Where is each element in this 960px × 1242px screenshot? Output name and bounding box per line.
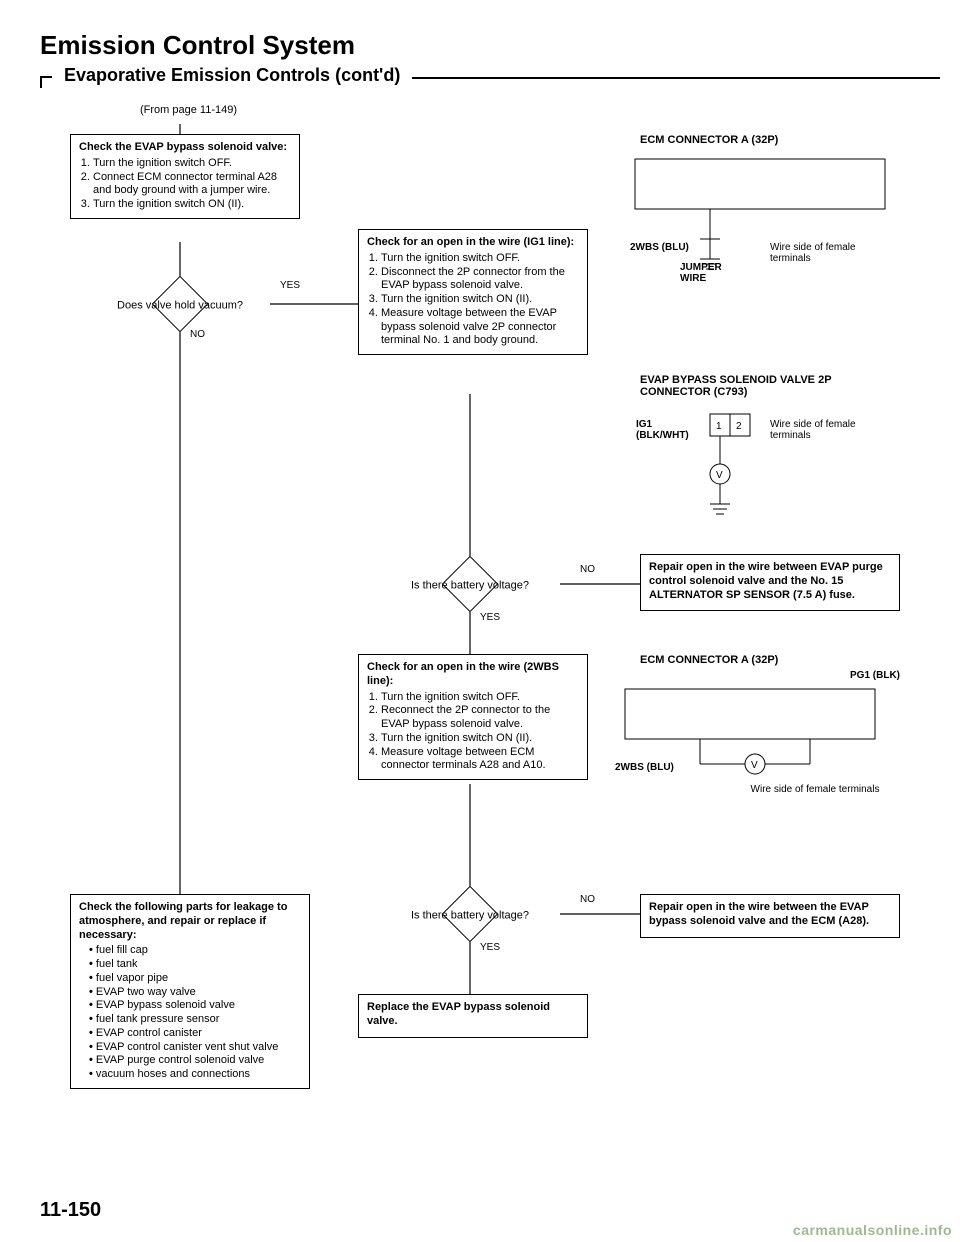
step-check-ig1-line: Check for an open in the wire (IG1 line)… — [358, 229, 588, 355]
box1-list: Turn the ignition switch OFF. Connect EC… — [93, 157, 291, 212]
list-item: Connect ECM connector terminal A28 and b… — [93, 171, 291, 199]
list-item: fuel tank — [89, 958, 301, 972]
conn-c-pg1: PG1 (BLK) — [850, 670, 900, 681]
list-item: Turn the ignition switch ON (II). — [93, 198, 291, 212]
conn-a-note: Wire side of female terminals — [770, 242, 880, 264]
d1-yes: YES — [280, 280, 300, 291]
result-repair-ig1: Repair open in the wire between EVAP pur… — [640, 554, 900, 611]
list-item: EVAP control canister — [89, 1027, 301, 1041]
page-title: Emission Control System — [40, 30, 940, 61]
d2-label: Is there battery voltage? — [370, 579, 570, 591]
d3-yes: YES — [480, 942, 500, 953]
box6-title: Replace the EVAP bypass solenoid valve. — [367, 1001, 579, 1029]
list-item: Measure voltage between the EVAP bypass … — [381, 307, 579, 348]
conn-b-note: Wire side of female terminals — [770, 419, 880, 441]
subtitle-rule — [412, 77, 940, 79]
box5-title: Repair open in the wire between the EVAP… — [649, 901, 891, 929]
d2-no: NO — [580, 564, 595, 575]
list-item: EVAP purge control solenoid valve — [89, 1054, 301, 1068]
box2-list: Turn the ignition switch OFF. Disconnect… — [381, 252, 579, 348]
svg-text:V: V — [751, 760, 758, 771]
svg-text:V: V — [716, 470, 723, 481]
step-check-leakage: Check the following parts for leakage to… — [70, 894, 310, 1089]
conn-c-diagram: V — [610, 684, 910, 834]
flowchart: Check the EVAP bypass solenoid valve: Tu… — [40, 124, 940, 1144]
list-item: fuel tank pressure sensor — [89, 1013, 301, 1027]
list-item: Measure voltage between ECM connector te… — [381, 746, 579, 774]
svg-text:2: 2 — [736, 421, 742, 432]
list-item: EVAP bypass solenoid valve — [89, 999, 301, 1013]
conn-c-note: Wire side of female terminals — [740, 784, 890, 795]
conn-a-jumper: JUMPER WIRE — [680, 262, 740, 284]
conn-c-2wbs: 2WBS (BLU) — [615, 762, 674, 773]
conn-a-diagram — [630, 154, 900, 289]
conn-b-ig1: IG1 (BLK/WHT) — [636, 419, 706, 441]
box4-list: Turn the ignition switch OFF. Reconnect … — [381, 691, 579, 774]
corner-decoration — [40, 76, 52, 88]
conn-b-title: EVAP BYPASS SOLENOID VALVE 2P CONNECTOR … — [640, 374, 900, 398]
d1-no: NO — [190, 329, 205, 340]
result-repair-2wbs: Repair open in the wire between the EVAP… — [640, 894, 900, 938]
watermark: carmanualsonline.info — [785, 1218, 960, 1242]
list-item: Turn the ignition switch OFF. — [381, 252, 579, 266]
list-item: Turn the ignition switch OFF. — [93, 157, 291, 171]
d3-label: Is there battery voltage? — [370, 909, 570, 921]
list-item: Reconnect the 2P connector to the EVAP b… — [381, 704, 579, 732]
conn-a-2wbs: 2WBS (BLU) — [630, 242, 689, 253]
box4-title: Check for an open in the wire (2WBS line… — [367, 661, 579, 689]
step-check-evap-bypass: Check the EVAP bypass solenoid valve: Tu… — [70, 134, 300, 219]
list-item: EVAP two way valve — [89, 986, 301, 1000]
from-page-ref: (From page 11-149) — [140, 104, 940, 116]
list-item: Turn the ignition switch OFF. — [381, 691, 579, 705]
subtitle-row: Evaporative Emission Controls (cont'd) — [40, 65, 940, 86]
list-item: fuel fill cap — [89, 944, 301, 958]
conn-a-title: ECM CONNECTOR A (32P) — [640, 134, 778, 146]
subtitle: Evaporative Emission Controls (cont'd) — [58, 65, 406, 86]
box7-title: Check the following parts for leakage to… — [79, 901, 301, 942]
d3-no: NO — [580, 894, 595, 905]
list-item: vacuum hoses and connections — [89, 1068, 301, 1082]
box1-title: Check the EVAP bypass solenoid valve: — [79, 141, 291, 155]
svg-text:1: 1 — [716, 421, 722, 432]
list-item: fuel vapor pipe — [89, 972, 301, 986]
conn-c-title: ECM CONNECTOR A (32P) — [640, 654, 778, 666]
step-check-2wbs-line: Check for an open in the wire (2WBS line… — [358, 654, 588, 780]
box3-title: Repair open in the wire between EVAP pur… — [649, 561, 891, 602]
list-item: Turn the ignition switch ON (II). — [381, 732, 579, 746]
list-item: Disconnect the 2P connector from the EVA… — [381, 266, 579, 294]
list-item: Turn the ignition switch ON (II). — [381, 293, 579, 307]
list-item: EVAP control canister vent shut valve — [89, 1041, 301, 1055]
d1-label: Does valve hold vacuum? — [80, 299, 280, 311]
page-number: 11-150 — [40, 1199, 101, 1222]
result-replace-valve: Replace the EVAP bypass solenoid valve. — [358, 994, 588, 1038]
box7-list: fuel fill cap fuel tank fuel vapor pipe … — [89, 944, 301, 1082]
d2-yes: YES — [480, 612, 500, 623]
box2-title: Check for an open in the wire (IG1 line)… — [367, 236, 579, 250]
